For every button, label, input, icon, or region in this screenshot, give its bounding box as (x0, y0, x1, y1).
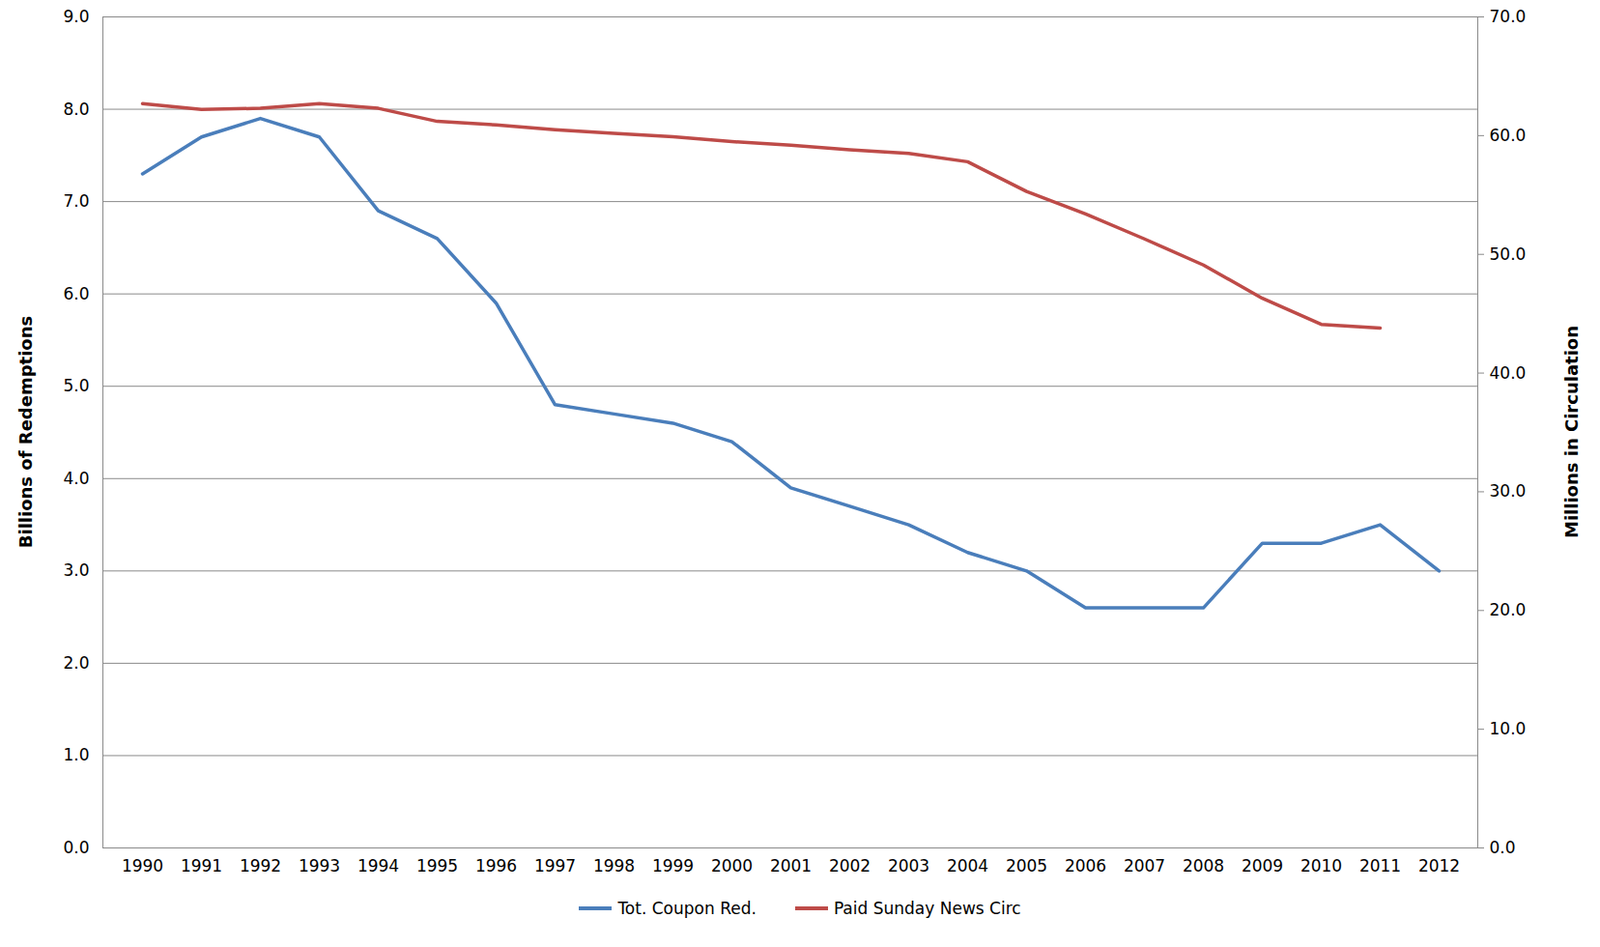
svg-text:1992: 1992 (239, 856, 282, 876)
svg-text:0.0: 0.0 (62, 837, 89, 858)
svg-text:2.0: 2.0 (62, 653, 89, 673)
svg-text:5.0: 5.0 (62, 375, 89, 396)
svg-text:2002: 2002 (828, 856, 871, 876)
svg-text:10.0: 10.0 (1489, 718, 1527, 739)
svg-text:4.0: 4.0 (62, 468, 89, 488)
svg-text:8.0: 8.0 (62, 98, 89, 118)
svg-text:6.0: 6.0 (62, 284, 89, 304)
svg-text:70.0: 70.0 (1489, 6, 1527, 27)
svg-text:1.0: 1.0 (62, 744, 89, 765)
svg-text:9.0: 9.0 (62, 6, 89, 27)
svg-text:2007: 2007 (1123, 856, 1166, 876)
svg-text:2010: 2010 (1300, 856, 1343, 876)
svg-text:1997: 1997 (534, 856, 576, 876)
html-text:Billions of Redemptions: Billions of Redemptions (14, 315, 36, 549)
svg-text:2008: 2008 (1182, 856, 1225, 876)
svg-text:2000: 2000 (711, 856, 753, 876)
svg-text:2004: 2004 (946, 856, 989, 876)
html-text:Paid Sunday News Circ: Paid Sunday News Circ (833, 898, 1021, 918)
svg-text:1994: 1994 (357, 856, 400, 876)
svg-text:40.0: 40.0 (1489, 363, 1527, 383)
svg-text:50.0: 50.0 (1489, 244, 1527, 264)
svg-text:2011: 2011 (1359, 856, 1401, 876)
svg-text:2009: 2009 (1241, 856, 1284, 876)
svg-text:1991: 1991 (180, 856, 223, 876)
svg-text:60.0: 60.0 (1489, 125, 1527, 145)
svg-text:1999: 1999 (652, 856, 694, 876)
svg-text:2012: 2012 (1418, 856, 1460, 876)
svg-text:2003: 2003 (887, 856, 930, 876)
svg-text:1993: 1993 (298, 856, 341, 876)
svg-text:1996: 1996 (475, 856, 517, 876)
svg-text:2001: 2001 (770, 856, 812, 876)
html-text:Millions in Circulation: Millions in Circulation (1560, 325, 1582, 539)
svg-text:1990: 1990 (121, 856, 164, 876)
svg-text:7.0: 7.0 (62, 191, 89, 211)
svg-text:2006: 2006 (1064, 856, 1107, 876)
svg-text:1998: 1998 (593, 856, 635, 876)
svg-text:30.0: 30.0 (1489, 481, 1527, 501)
svg-text:2005: 2005 (1005, 856, 1048, 876)
svg-text:1995: 1995 (416, 856, 458, 876)
svg-text:20.0: 20.0 (1489, 600, 1527, 620)
svg-text:3.0: 3.0 (62, 560, 89, 580)
html-text:Tot. Coupon Red.: Tot. Coupon Red. (617, 898, 757, 918)
svg-text:0.0: 0.0 (1489, 837, 1516, 858)
